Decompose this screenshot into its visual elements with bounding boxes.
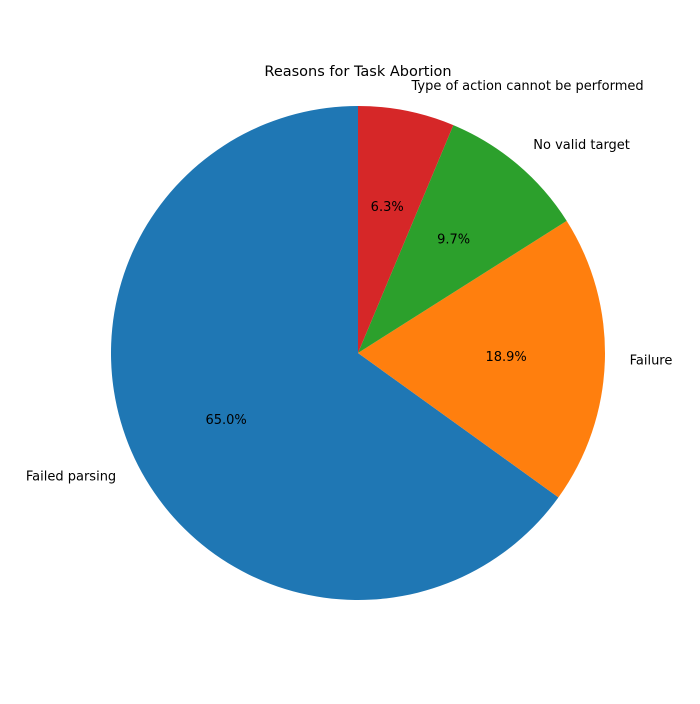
slice-label: Type of action cannot be performed bbox=[411, 79, 644, 94]
slice-label: Failed parsing bbox=[26, 469, 116, 484]
slice-percent-label: 9.7% bbox=[437, 232, 470, 247]
chart-title: Reasons for Task Abortion bbox=[264, 64, 451, 80]
pie-slices bbox=[111, 106, 605, 600]
slice-percent-label: 18.9% bbox=[485, 350, 526, 365]
slice-percent-label: 6.3% bbox=[371, 200, 404, 215]
slice-label: Failure bbox=[630, 354, 673, 369]
slice-percent-label: 65.0% bbox=[205, 413, 246, 428]
slice-label: No valid target bbox=[533, 138, 630, 153]
